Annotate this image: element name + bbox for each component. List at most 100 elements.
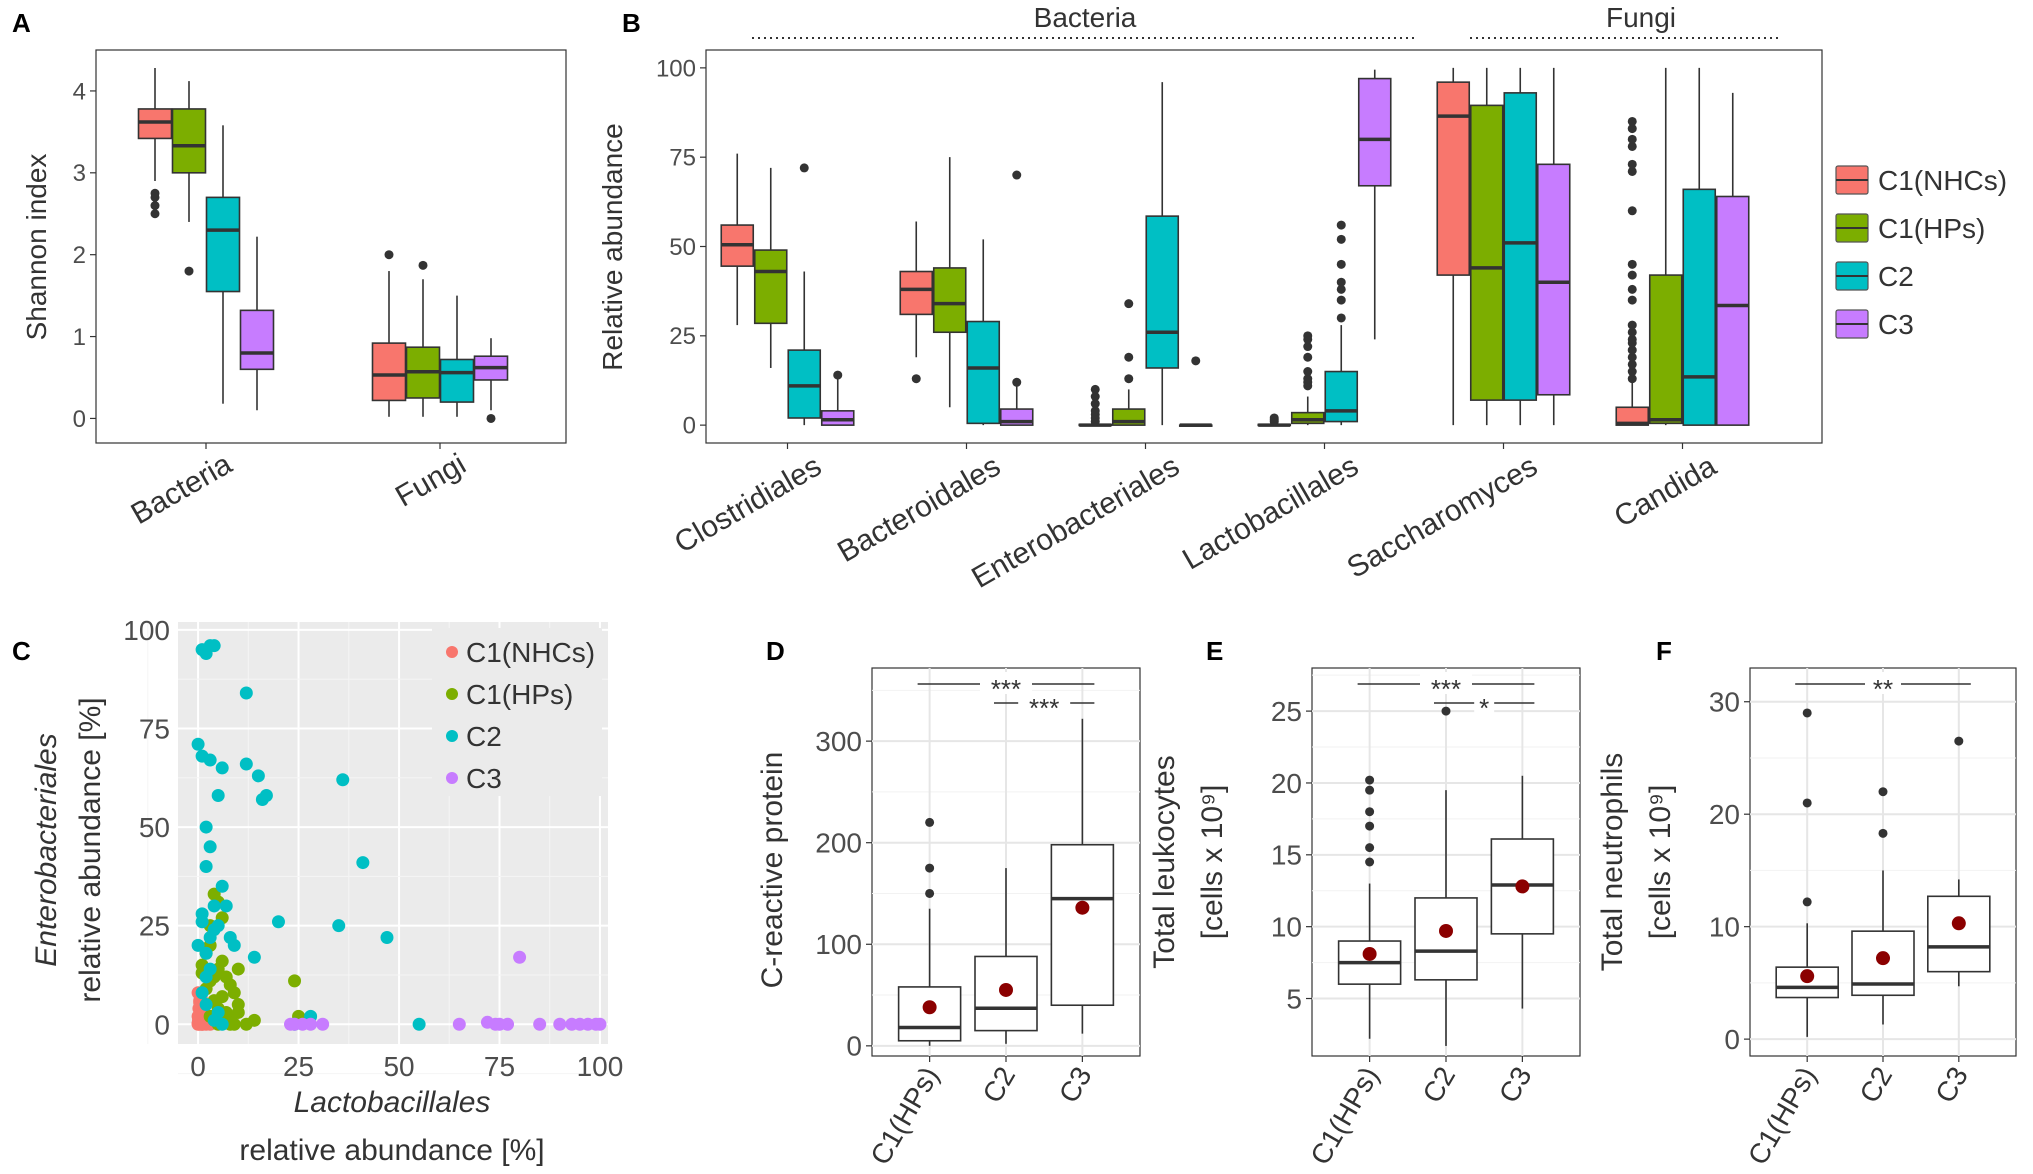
- scatter-point: [239, 757, 253, 771]
- scatter-point: [207, 899, 221, 913]
- outlier-point: [1336, 234, 1346, 244]
- panel-e-y-axis-unit: [cells x 10⁹]: [1196, 785, 1229, 940]
- box-iqr: [966, 320, 1001, 425]
- x-tick-label: C3: [1493, 1062, 1538, 1109]
- box-iqr: [171, 108, 207, 174]
- panel-b-label: B: [622, 8, 641, 38]
- mean-point: [999, 982, 1013, 997]
- panel-c-legend-dot-c1-nhcs: [446, 646, 458, 658]
- outlier-point: [1124, 299, 1134, 309]
- box-bacteria-2: [205, 125, 241, 404]
- scatter-point: [195, 986, 209, 1000]
- x-tick-label: Fungi: [390, 447, 471, 513]
- legend-item-c1-hps: C1(HPs): [1835, 213, 1985, 244]
- significance-label: ***: [1029, 693, 1059, 723]
- outlier-point: [1878, 828, 1888, 838]
- box-c1(hps): [1337, 775, 1402, 1039]
- outlier-point: [1303, 367, 1313, 377]
- outlier-point: [1627, 159, 1637, 169]
- scatter-point: [215, 1017, 229, 1031]
- panel-c-y-axis-title: relative abundance [%]: [74, 697, 107, 1002]
- y-tick-label: 75: [669, 145, 696, 172]
- box-lactobacillales-0: [1257, 413, 1292, 427]
- significance-label-bg: [1865, 672, 1901, 694]
- panel-c-x-axis-title-italic: Lactobacillales: [294, 1086, 491, 1119]
- y-tick-label: 100: [656, 55, 696, 82]
- significance-label: *: [1479, 693, 1489, 723]
- outlier-point: [1191, 356, 1201, 366]
- y-tick-label: 10: [1271, 911, 1302, 942]
- panel-d: D C-reactive protein 0 100 200 300 C1(HPs) C2…: [756, 636, 1141, 1170]
- box-bacteroidales-3: [999, 170, 1034, 426]
- y-tick-label: 25: [669, 323, 696, 350]
- box-bacteroidales-0: [899, 221, 934, 384]
- box-clostridiales-1: [753, 167, 788, 368]
- x-tick-label: 25: [283, 1051, 314, 1082]
- mean-point: [1439, 923, 1453, 938]
- legend-item-c1-nhcs: C1(NHCs): [1835, 165, 2007, 196]
- scatter-point: [304, 1017, 318, 1031]
- y-tick-label: 30: [1709, 687, 1740, 718]
- outlier-point: [1303, 342, 1313, 352]
- scatter-point: [239, 686, 253, 700]
- y-tick-label: 0: [846, 1031, 862, 1062]
- mean-point: [922, 1000, 937, 1015]
- y-tick-label: 75: [139, 713, 170, 744]
- outlier-point: [384, 250, 394, 260]
- panel-e-label: E: [1206, 636, 1223, 666]
- panel-a-label: A: [12, 8, 31, 38]
- outlier-point: [1090, 392, 1100, 402]
- scatter-point: [227, 986, 241, 1000]
- panel-c-legend-item-c3: C3: [446, 763, 502, 794]
- box-iqr: [1536, 163, 1571, 396]
- outlier-point: [1627, 374, 1637, 384]
- legend-item-c3: C3: [1835, 309, 1914, 340]
- outlier-point: [150, 201, 160, 211]
- x-tick-label: C2: [1416, 1062, 1461, 1109]
- box-iqr: [932, 267, 967, 334]
- y-tick-label: 15: [1271, 840, 1302, 871]
- outlier-point: [1802, 897, 1812, 907]
- box-c2: [1851, 787, 1915, 1025]
- scatter-point: [191, 737, 205, 751]
- outlier-point: [925, 888, 935, 898]
- scatter-point: [513, 950, 527, 964]
- scatter-point: [336, 773, 350, 787]
- scatter-point: [227, 938, 241, 952]
- box-iqr: [239, 309, 275, 371]
- box-fungi-2: [439, 295, 475, 417]
- scatter-point: [316, 1017, 330, 1031]
- significance-label-bg: [1420, 672, 1472, 694]
- outlier-point: [1012, 377, 1022, 387]
- box-clostridiales-3: [820, 370, 855, 426]
- box-lactobacillales-2: [1324, 220, 1359, 426]
- box-iqr: [371, 342, 407, 402]
- box-clostridiales-0: [720, 153, 755, 326]
- box-lactobacillales-3: [1357, 69, 1392, 340]
- x-tick-label: C1(HPs): [864, 1062, 945, 1170]
- outlier-point: [1627, 352, 1637, 362]
- y-tick-label: 25: [139, 911, 170, 942]
- outlier-point: [1365, 857, 1375, 867]
- panel-f-y-axis-title: Total neutrophils: [1596, 753, 1629, 971]
- y-tick-label: 25: [1271, 696, 1302, 727]
- scatter-point: [412, 1017, 426, 1031]
- panel-d-label: D: [766, 636, 785, 666]
- outlier-point: [1336, 277, 1346, 287]
- box-iqr: [899, 270, 934, 316]
- x-tick-label: Lactobacillales: [1177, 449, 1364, 576]
- box-iqr: [1290, 411, 1325, 425]
- x-tick-label: 0: [190, 1051, 206, 1082]
- x-tick-label: 50: [383, 1051, 414, 1082]
- box-iqr: [1414, 897, 1478, 981]
- panel-d-y-axis-title: C-reactive protein: [756, 752, 789, 989]
- outlier-point: [1627, 270, 1637, 280]
- y-tick-label: 2: [73, 242, 86, 269]
- box-enterobacteriales-1: [1111, 299, 1146, 426]
- box-c3: [1050, 718, 1115, 1034]
- panel-f-label: F: [1656, 636, 1672, 666]
- outlier-point: [1303, 352, 1313, 362]
- box-bacteria-1: [171, 81, 207, 276]
- outlier-point: [1336, 295, 1346, 305]
- panel-c-legend-dot-c3: [446, 772, 458, 784]
